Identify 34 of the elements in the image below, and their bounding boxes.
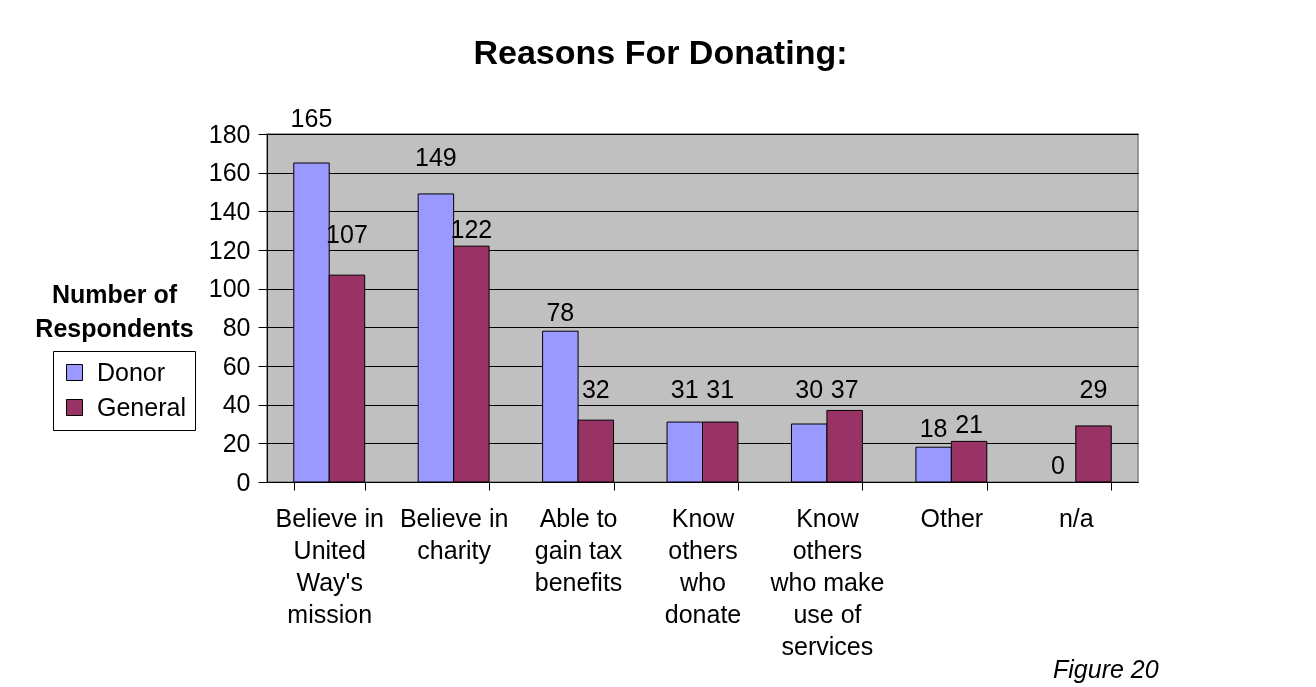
x-tick-label: n/a: [1058, 503, 1094, 532]
x-tick-label: Other: [920, 503, 984, 532]
x-tick-label: Believe in United Way's mission: [275, 503, 384, 628]
legend-label: General: [97, 392, 186, 421]
data-label: 29: [1079, 374, 1108, 403]
y-tick-label: 120: [208, 235, 251, 264]
y-tick-label: 0: [236, 467, 251, 496]
data-label: 32: [581, 375, 610, 404]
data-label: 31: [706, 375, 735, 404]
data-label: 78: [546, 298, 575, 327]
caption: Figure 20: [1053, 655, 1159, 683]
data-label: 165: [290, 104, 333, 132]
x-tick-label: Able to gain tax benefits: [534, 503, 623, 596]
data-label: 0: [1051, 451, 1066, 479]
x-tick-label: Know others who donate: [664, 503, 742, 628]
x-tick-label: Believe in charity: [399, 503, 509, 564]
data-label: 37: [830, 375, 859, 404]
chart-title: Reasons For Donating:: [473, 33, 848, 71]
y-tick-label: 160: [208, 158, 251, 187]
data-label: 30: [795, 375, 824, 403]
y-tick-label: 100: [208, 274, 251, 303]
y-axis-title: Number of Respondents: [35, 279, 194, 342]
data-label: 21: [955, 410, 983, 439]
data-label: 149: [415, 142, 457, 171]
y-tick-label: 40: [222, 390, 251, 419]
y-tick-label: 180: [208, 119, 251, 148]
y-tick-label: 20: [222, 428, 251, 457]
x-tick-label: Know others who make use of services: [769, 503, 885, 660]
y-tick-label: 80: [222, 312, 251, 341]
y-tick-label: 140: [208, 196, 251, 225]
legend-label: Donor: [97, 357, 166, 386]
data-label: 18: [919, 414, 948, 443]
y-tick-label: 60: [222, 351, 251, 380]
data-label: 31: [670, 375, 699, 404]
